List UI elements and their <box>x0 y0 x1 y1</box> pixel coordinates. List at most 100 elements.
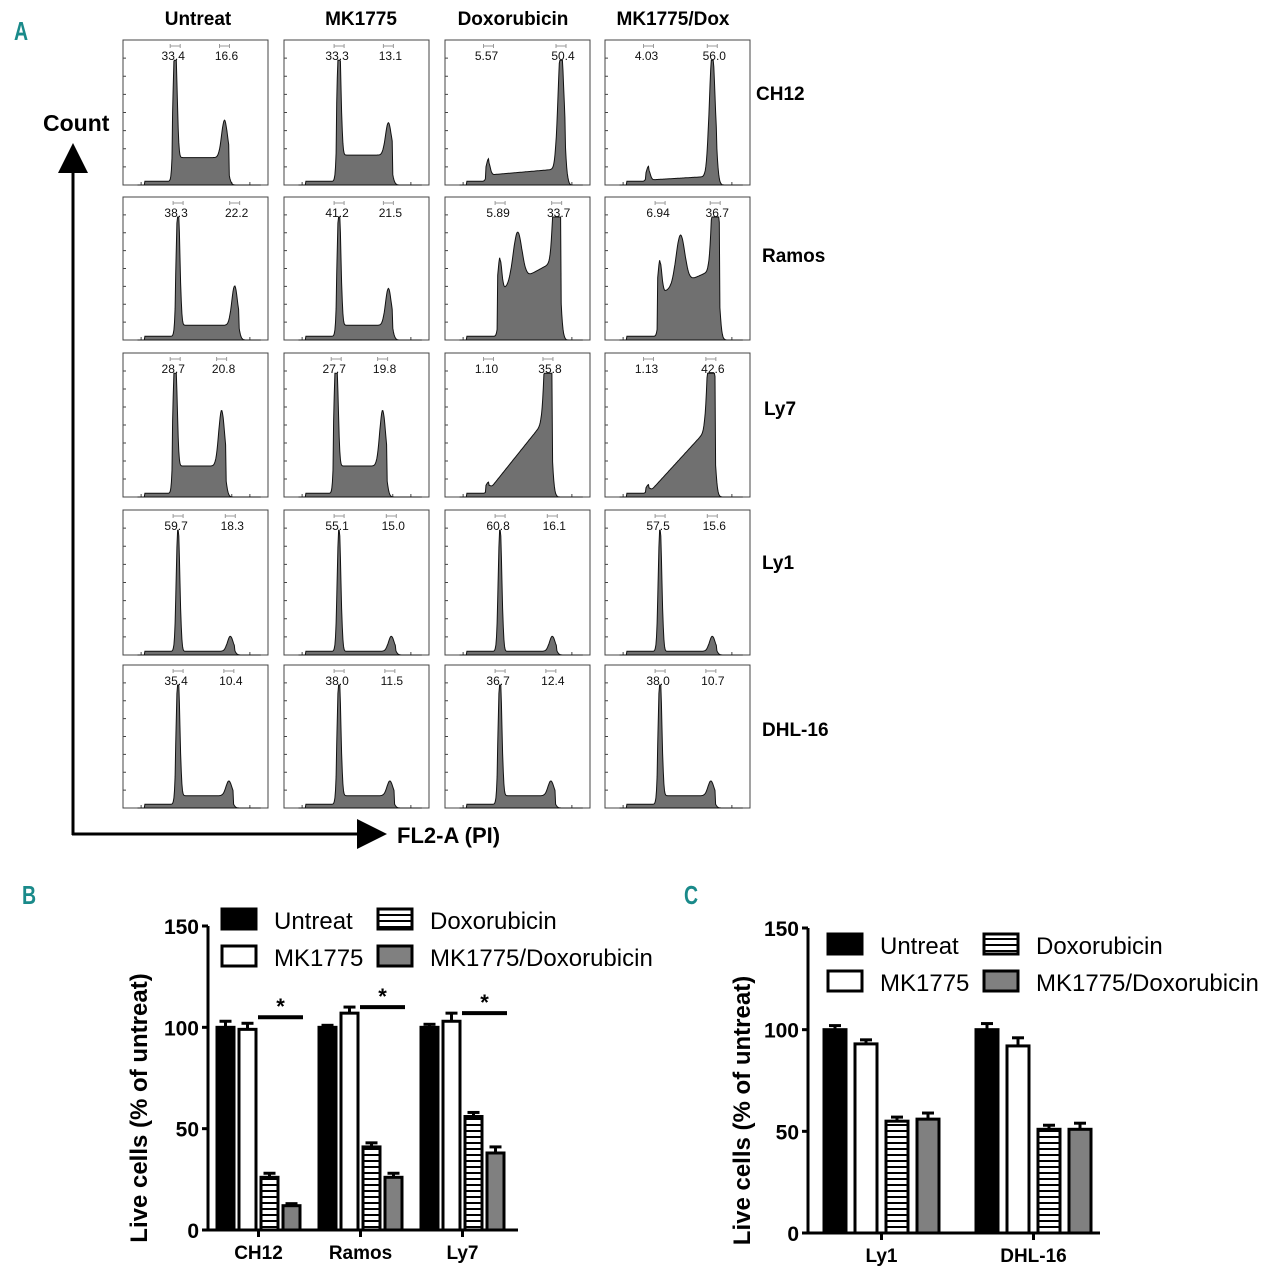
histogram-plot: 35.4 10.4 <box>122 664 269 809</box>
legend-label: MK1775/Doxorubicin <box>430 945 653 972</box>
x-tick-label: CH12 <box>234 1243 283 1264</box>
gate-marker <box>654 514 666 518</box>
g2-gate-value: 13.1 <box>379 49 403 63</box>
histogram-plot: 59.7 18.3 <box>122 509 269 656</box>
histogram-plot: 60.8 16.1 <box>444 509 591 656</box>
g1-gate-value: 5.89 <box>486 206 510 220</box>
gate-marker <box>709 201 721 205</box>
g1-gate-value: 1.10 <box>475 362 499 376</box>
gate-marker <box>172 201 184 205</box>
g1-gate-value: 35.4 <box>164 674 188 688</box>
legend-swatch <box>220 907 258 931</box>
g2-gate-value: 20.8 <box>212 362 236 376</box>
g2-gate-value: 19.8 <box>373 362 397 376</box>
gate-marker <box>224 514 236 518</box>
gate-marker <box>382 201 394 205</box>
row-label: DHL-16 <box>762 720 829 741</box>
legend-label: MK1775/Doxorubicin <box>1036 970 1259 997</box>
gate-marker <box>706 44 718 48</box>
g1-gate-value: 5.57 <box>475 49 499 63</box>
panel-label-a: A <box>14 16 29 46</box>
g2-gate-value: 10.4 <box>219 674 243 688</box>
histogram-curve <box>137 684 261 809</box>
significance-star: * <box>276 994 285 1019</box>
g1-gate-value: 57.5 <box>646 519 670 533</box>
gate-marker <box>229 201 241 205</box>
g1-gate-value: 38.0 <box>325 674 349 688</box>
gate-marker <box>494 669 506 673</box>
g2-gate-value: 22.2 <box>225 206 249 220</box>
gate-marker <box>169 44 181 48</box>
y-tick-label: 150 <box>164 916 199 939</box>
x-tick-label: Ly1 <box>865 1246 897 1267</box>
plot-frame <box>444 664 591 809</box>
g2-gate-value: 36.7 <box>706 206 730 220</box>
plot-frame <box>604 509 751 656</box>
gate-marker <box>483 357 494 361</box>
row-label: Ly7 <box>764 399 797 420</box>
y-axis-label: Live cells (% of untreat) <box>126 973 153 1242</box>
g2-gate-value: 10.7 <box>701 674 725 688</box>
bar-doxorubicin <box>259 1175 280 1232</box>
bar-untreat <box>822 1028 848 1235</box>
histogram-plot: 33.3 13.1 <box>283 39 430 186</box>
y-tick-label: 150 <box>764 918 799 941</box>
g1-gate-value: 38.0 <box>646 674 670 688</box>
g2-gate-value: 16.1 <box>543 519 567 533</box>
bar-untreat <box>317 1025 338 1232</box>
legend-label: Untreat <box>274 908 353 935</box>
histogram-plot: 57.5 15.6 <box>604 509 751 656</box>
histogram-curve <box>137 216 261 341</box>
x-tick-label: DHL-16 <box>1000 1246 1067 1267</box>
histogram-curve <box>298 59 422 186</box>
y-tick-label: 0 <box>187 1220 199 1243</box>
gate-marker <box>654 669 666 673</box>
legend-swatch <box>982 969 1020 993</box>
legend-label: Untreat <box>880 933 959 960</box>
histogram-plot: 38.0 11.5 <box>283 664 430 809</box>
histogram-plot: 4.03 56.0 <box>604 39 751 186</box>
histogram-curve <box>459 59 583 186</box>
gate-marker <box>330 357 342 361</box>
histogram-curve <box>298 684 422 809</box>
g1-gate-value: 38.3 <box>164 206 188 220</box>
panel-label-c: C <box>684 880 699 910</box>
bar-chart-b: 0 50 100 150 Live cells (% of untreat) CH12 * R… <box>126 907 653 1264</box>
gate-marker <box>385 514 397 518</box>
gate-marker <box>384 669 396 673</box>
legend: Untreat MK1775 Doxorubicin MK1775/Doxorubic… <box>826 932 1259 997</box>
legend-label: MK1775 <box>880 970 969 997</box>
g1-gate-value: 1.13 <box>635 362 659 376</box>
y-tick-label: 0 <box>787 1223 799 1246</box>
histogram-curve <box>137 59 261 186</box>
bar-mk1775-doxorubicin <box>383 1175 404 1232</box>
histogram-plot: 1.10 35.8 <box>444 352 591 498</box>
histogram-curve <box>298 372 422 498</box>
legend: Untreat MK1775 Doxorubicin MK1775/Doxorubic… <box>220 907 653 972</box>
panel-label-b: B <box>22 880 37 910</box>
row-label: Ramos <box>762 246 826 267</box>
column-title: MK1775/Dox <box>616 9 730 30</box>
plot-frame <box>604 664 751 809</box>
histogram-plot: 38.3 22.2 <box>122 196 269 341</box>
gate-marker <box>654 201 666 205</box>
bar-doxorubicin <box>361 1145 382 1232</box>
y-tick-label: 50 <box>776 1121 799 1144</box>
histogram-curve <box>137 372 261 498</box>
histogram-curve <box>619 216 743 341</box>
column-title: MK1775 <box>325 9 397 30</box>
histogram-curve <box>298 529 422 656</box>
histogram-curve <box>459 684 583 809</box>
g1-gate-value: 59.7 <box>164 519 188 533</box>
gate-marker <box>223 669 235 673</box>
bar-untreat <box>215 1025 236 1232</box>
fl2a-axis-label: FL2-A (PI) <box>397 823 501 848</box>
g2-gate-value: 56.0 <box>703 49 727 63</box>
gate-marker <box>551 201 563 205</box>
bar-mk1775 <box>237 1027 258 1232</box>
bar-doxorubicin <box>884 1119 910 1235</box>
bar-mk1775-doxorubicin <box>485 1151 506 1232</box>
histogram-plot: 27.7 19.8 <box>283 352 430 498</box>
significance-star: * <box>378 984 387 1009</box>
